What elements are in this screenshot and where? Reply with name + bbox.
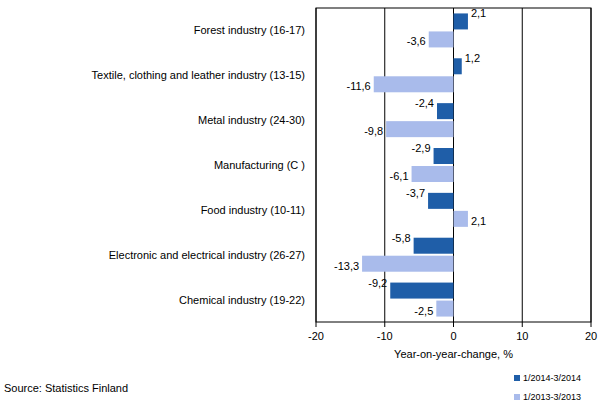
source-note: Source: Statistics Finland <box>4 382 128 394</box>
category-label: Metal industry (24-30) <box>198 114 305 126</box>
grid-line <box>384 8 385 322</box>
legend-swatch <box>514 375 520 381</box>
data-label: -6,1 <box>390 170 409 182</box>
legend-swatch <box>514 394 520 400</box>
data-label: -9,8 <box>364 125 383 137</box>
grid-line <box>316 8 317 322</box>
chart-root: -20 -10 0 10 20 Forest industry (16-17) 2,1 -3,… <box>0 0 609 418</box>
data-label: 2,1 <box>471 7 486 19</box>
data-label: -11,6 <box>346 80 370 92</box>
plot-frame <box>316 8 591 322</box>
data-label: -5,8 <box>392 232 411 244</box>
bar <box>390 283 453 299</box>
legend: 1/2014-3/2014 1/2013-3/2013 <box>514 373 581 402</box>
tick-mark <box>591 322 592 327</box>
category-label: Manufacturing (C ) <box>214 159 305 171</box>
grid-line <box>522 8 523 322</box>
bar <box>428 193 453 209</box>
labels: Forest industry (16-17) 2,1 -3,6 Textile, c… <box>92 7 487 316</box>
data-label: -2,4 <box>415 97 434 109</box>
data-label: -2,5 <box>414 305 433 317</box>
category-label: Food industry (10-11) <box>201 204 305 216</box>
bar <box>412 166 454 182</box>
grid-line <box>591 8 592 322</box>
data-label: 1,2 <box>465 52 480 64</box>
bar <box>454 13 468 29</box>
axis-label: Year-on-year-change, % <box>394 348 513 360</box>
category-label: Chemical industry (19-22) <box>179 294 305 306</box>
tick-label: -20 <box>308 330 324 342</box>
tick-label: 10 <box>516 330 528 342</box>
bar <box>454 58 462 74</box>
data-label: -9,2 <box>368 277 387 289</box>
category-label: Forest industry (16-17) <box>194 24 305 36</box>
data-label: -2,9 <box>412 142 431 154</box>
bar <box>429 31 454 47</box>
data-label: -3,7 <box>406 187 425 199</box>
bar <box>414 238 454 254</box>
tick-mark <box>453 322 454 327</box>
category-label: Electronic and electrical industry (26-2… <box>109 249 305 261</box>
grid-line <box>453 8 454 322</box>
tick-label: 0 <box>450 330 456 342</box>
bar <box>386 121 453 137</box>
tick-mark <box>522 322 523 327</box>
tick-mark <box>384 322 385 327</box>
tick-label: -10 <box>377 330 393 342</box>
bar <box>374 76 454 92</box>
tick-mark <box>316 322 317 327</box>
data-label: -3,6 <box>407 35 426 47</box>
bar <box>454 211 468 227</box>
legend-label: 1/2014-3/2014 <box>523 373 581 383</box>
tick-label: 20 <box>585 330 597 342</box>
bar <box>362 256 453 272</box>
bar <box>434 148 454 164</box>
bars <box>362 13 468 316</box>
data-label: 2,1 <box>471 215 486 227</box>
data-label: -13,3 <box>334 260 359 272</box>
chart-svg: -20 -10 0 10 20 Forest industry (16-17) 2,1 -3,… <box>0 0 609 418</box>
bar <box>436 301 453 317</box>
legend-label: 1/2013-3/2013 <box>523 392 581 402</box>
category-label: Textile, clothing and leather industry (… <box>92 69 305 81</box>
bar <box>437 103 454 119</box>
